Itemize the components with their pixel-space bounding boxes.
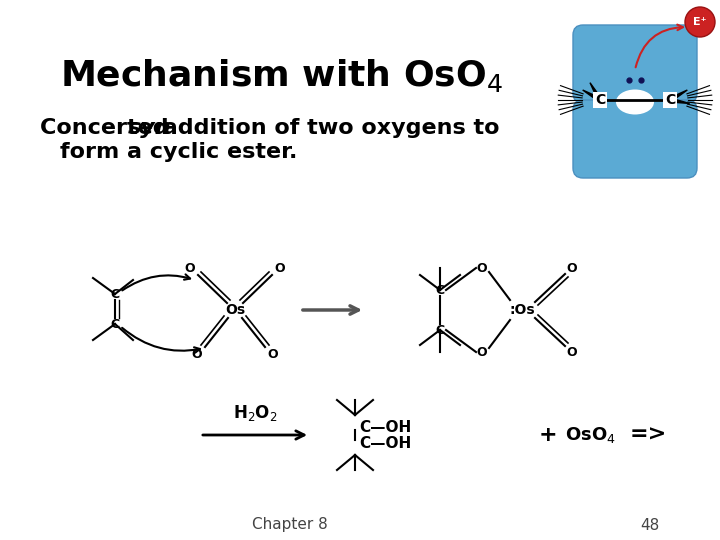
Text: C: C [110,287,120,300]
Text: C: C [595,93,605,107]
Text: O: O [268,348,279,361]
Text: Mechanism with OsO$_4$: Mechanism with OsO$_4$ [60,57,503,93]
Text: O: O [477,261,487,274]
Text: Concerted: Concerted [40,118,176,138]
Text: O: O [275,261,285,274]
Text: Chapter 8: Chapter 8 [252,517,328,532]
Text: syn: syn [128,118,171,138]
Text: OsO$_4$: OsO$_4$ [565,425,616,445]
Text: =>: => [630,425,667,445]
Text: addition of two oxygens to: addition of two oxygens to [155,118,500,138]
Text: C: C [436,284,444,296]
Text: C—OH: C—OH [359,435,411,450]
Text: O: O [477,346,487,359]
Text: C—OH: C—OH [359,420,411,435]
Ellipse shape [616,90,654,114]
Text: Os: Os [225,303,245,317]
Text: C: C [665,93,675,107]
FancyBboxPatch shape [573,25,697,103]
Polygon shape [582,90,601,102]
Text: +: + [539,425,557,445]
Circle shape [685,7,715,37]
Text: O: O [567,261,577,274]
Text: O: O [192,348,202,361]
Text: C: C [436,323,444,336]
Text: O: O [567,346,577,359]
FancyBboxPatch shape [573,100,697,178]
Text: E⁺: E⁺ [693,17,707,27]
Text: C: C [110,318,120,330]
Text: :Os: :Os [509,303,535,317]
Text: 48: 48 [640,517,660,532]
Text: form a cyclic ester.: form a cyclic ester. [60,142,297,162]
Polygon shape [669,90,688,102]
Polygon shape [670,98,690,104]
Polygon shape [590,83,602,101]
Text: H$_2$O$_2$: H$_2$O$_2$ [233,403,277,423]
Text: O: O [185,261,195,274]
